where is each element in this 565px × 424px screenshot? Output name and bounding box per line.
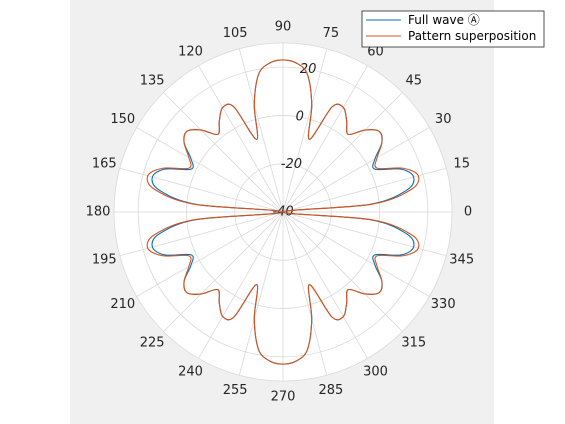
radial-tick-label: 0 (296, 109, 304, 124)
theta-tick-label: 240 (178, 365, 203, 380)
theta-tick-label: 345 (449, 252, 474, 267)
grid-spoke (136, 127, 284, 213)
grid-spoke (282, 211, 403, 332)
theta-tick-label: 210 (110, 297, 135, 312)
theta-tick-label: 30 (435, 112, 452, 127)
grid-spoke (282, 167, 447, 213)
grid-spoke (119, 167, 284, 213)
theta-tick-label: 315 (401, 335, 426, 350)
theta-tick-label: 165 (92, 157, 117, 172)
grid-spoke (136, 211, 284, 297)
legend-box (361, 10, 545, 48)
theta-tick-label: 15 (453, 157, 470, 172)
grid-spoke (282, 211, 447, 257)
grid-spoke (119, 211, 284, 257)
theta-tick-label: 180 (86, 205, 111, 220)
theta-tick-label: 195 (92, 252, 117, 267)
legend: Full wave Ⓐ Pattern superposition (361, 10, 545, 48)
grid-spoke (198, 65, 284, 213)
grid-spoke (163, 92, 284, 213)
theta-tick-label: 60 (367, 44, 384, 59)
theta-tick-label: 255 (223, 383, 248, 398)
theta-tick-label: 330 (431, 297, 456, 312)
grid-spoke (282, 48, 328, 213)
grid-spoke (163, 211, 284, 332)
theta-tick-label: 105 (223, 26, 248, 41)
theta-tick-label: 45 (406, 74, 423, 89)
theta-tick-label: 120 (178, 44, 203, 59)
grid-spoke (282, 65, 368, 213)
angular-tick-labels: 0 15 30 45 60 75 90 105 120 135 150 165 180 195 210 225… (86, 20, 475, 405)
grid-spoke (282, 92, 403, 213)
grid-spoke (238, 211, 284, 376)
grid-spoke (282, 211, 328, 376)
radial-tick-label: -20 (281, 157, 302, 172)
grid-spoke (282, 127, 430, 213)
theta-tick-label: 285 (318, 383, 343, 398)
theta-tick-label: 75 (323, 26, 340, 41)
series-line-pattern-superposition (146, 59, 420, 365)
series-layer (146, 59, 420, 365)
theta-tick-label: 90 (275, 20, 292, 35)
legend-label-pattern-superposition: Pattern superposition (408, 29, 536, 43)
theta-tick-label: 300 (363, 365, 388, 380)
legend-label-full-wave: Full wave Ⓐ (408, 13, 480, 27)
theta-tick-label: 0 (464, 205, 472, 220)
grid-spoke (282, 211, 368, 359)
theta-tick-label: 135 (140, 74, 165, 89)
grid-spoke (282, 211, 430, 297)
theta-tick-label: 225 (140, 335, 165, 350)
radial-tick-label: 20 (300, 62, 317, 77)
grid-spoke (198, 211, 284, 359)
grid-spoke (238, 48, 284, 213)
theta-tick-label: 270 (271, 390, 296, 405)
polar-grid (113, 42, 453, 382)
theta-tick-label: 150 (110, 112, 135, 127)
